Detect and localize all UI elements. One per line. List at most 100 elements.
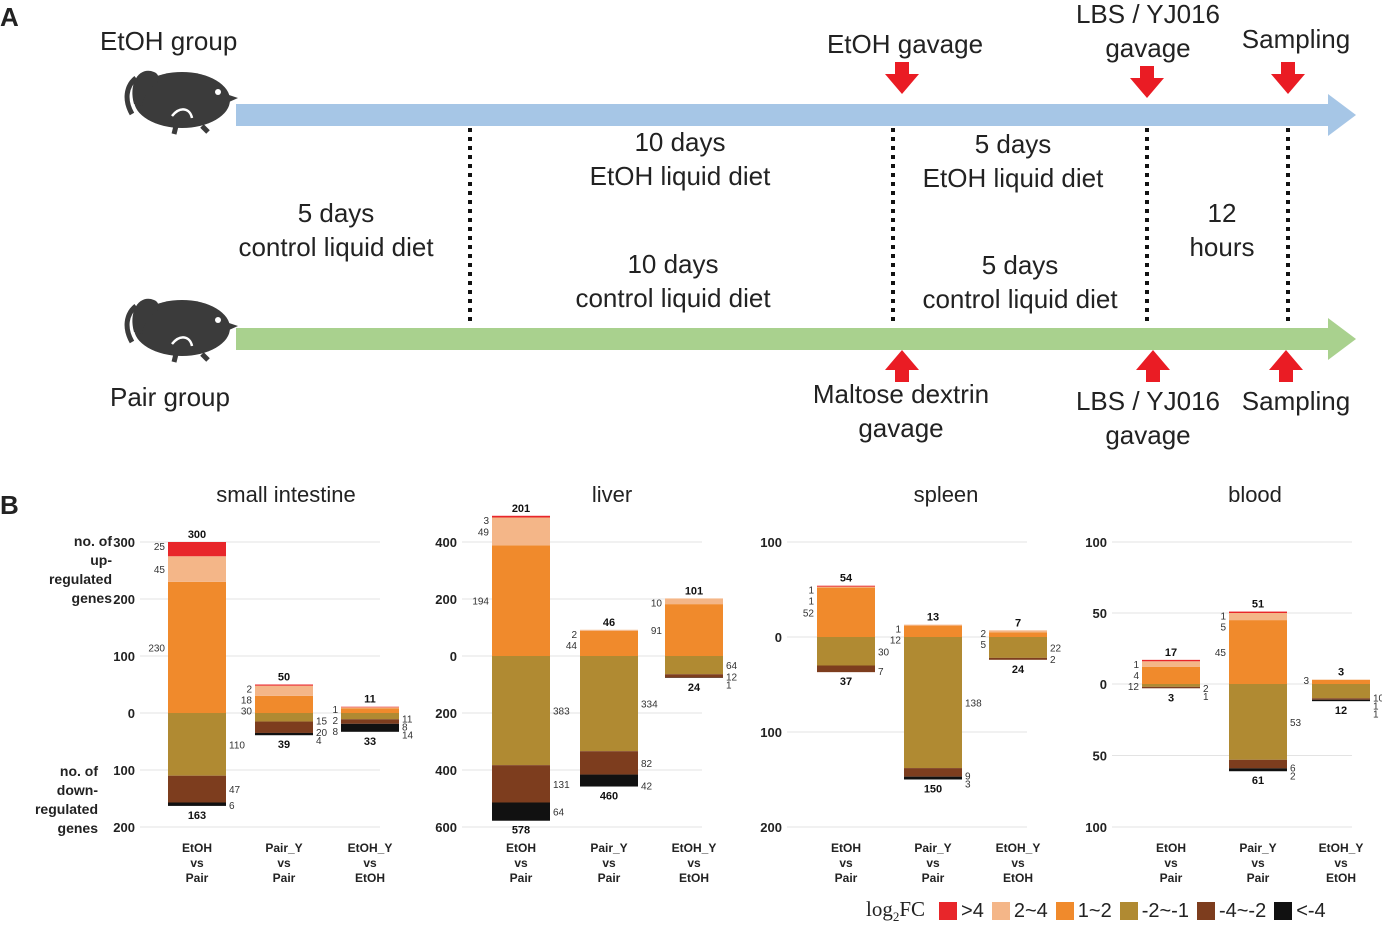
x-category-3-1-1: vs [1251,856,1265,870]
x-category-2-2-1: vs [1011,856,1025,870]
etoh-probiotic-arrow-icon [1130,66,1164,98]
bar-total-down-3-0: 3 [1168,692,1174,704]
bar-0-2-up-0 [341,706,399,708]
x-category-3-1-2: Pair [1247,871,1270,885]
gene-count-charts: small intestine 300 200 100 0 100 200 no. of up-… [35,482,1382,885]
bar-3-1-down-1 [1229,759,1287,769]
bar-2-1-up-1 [904,624,962,626]
bar-0-0-up-2 [168,581,226,713]
bar-1-0-down-0 [492,656,550,766]
bar-3-2-up-2 [1312,679,1370,684]
bar-2-0-up-1 [817,586,875,588]
bar-label-0-1-down-0: 15 [316,717,328,728]
bar-3-1-down-0 [1229,684,1287,760]
x-category-3-1-0: Pair_Y [1239,841,1276,855]
bar-label-0-1-up-1: 18 [241,696,253,707]
bar-label-2-2-up-2: 5 [980,640,986,651]
chart-title-0: small intestine [216,482,355,507]
bar-0-1-down-0 [255,713,313,722]
bar-3-0-up-1 [1142,661,1200,667]
bar-total-down-3-2: 12 [1335,705,1347,717]
legend-label-4: -4~-2 [1218,899,1267,922]
y-tick-1-d0: 200 [435,706,457,721]
bar-total-down-1-1: 460 [600,791,618,803]
y-tick-0-u1: 200 [113,592,135,607]
bar-label-0-2-down-1: 8 [402,722,408,733]
bar-label-0-0-up-1: 45 [154,565,166,576]
phase1-label: 5 days control liquid diet [238,198,434,262]
bar-label-3-1-down-1: 6 [1290,763,1296,774]
y-tick-0-d1: 200 [113,820,135,835]
pair-gavage-label: Maltose dextrin gavage [812,379,990,443]
bar-label-3-1-up-1: 5 [1220,623,1226,634]
bar-label-2-1-down-1: 9 [965,772,971,783]
bar-0-2-down-2 [341,723,399,732]
y-axis-up-title-0: no. of [74,533,112,549]
x-category-1-1-2: Pair [598,871,621,885]
bar-total-up-2-0: 54 [840,573,853,585]
y-tick-3-u2: 0 [1100,677,1107,692]
bar-total-up-1-2: 101 [685,585,703,597]
bar-label-1-2-down-2: 1 [726,681,732,692]
bar-2-2-down-1 [989,657,1047,660]
etoh-gavage-label: EtOH gavage [826,29,984,59]
bar-label-1-0-down-0: 383 [553,707,570,718]
x-category-0-2-2: EtOH [355,871,385,885]
bar-label-2-1-up-1: 1 [895,625,901,636]
etoh-timeline-arrow [236,94,1356,136]
bar-label-3-0-down-0: 2 [1203,684,1209,695]
legend-swatch-0 [939,902,958,920]
y-axis-down-title-0: no. of [60,763,98,779]
bar-3-1-up-1 [1229,613,1287,621]
y-tick-3-d0: 50 [1093,749,1107,764]
bar-total-up-3-0: 17 [1165,647,1177,659]
legend-label-2: 1~2 [1077,899,1112,922]
bar-1-2-up-2 [665,604,723,656]
y-tick-3-d1: 100 [1085,820,1107,835]
bar-3-2-down-0 [1312,684,1370,699]
x-category-1-0-2: Pair [510,871,533,885]
bar-0-0-down-0 [168,713,226,776]
panel-a-letter: A [0,2,19,32]
x-category-2-2-0: EtOH_Y [996,841,1041,855]
x-category-1-1-0: Pair_Y [590,841,627,855]
legend-label-5: <-4 [1296,899,1326,922]
bar-2-0-up-0 [817,585,875,587]
legend-title: log2FC [866,896,926,925]
bar-3-0-down-1 [1142,686,1200,689]
y-axis-up-title-2: regulated [49,571,112,587]
bar-label-3-1-down-0: 53 [1290,718,1302,729]
bar-label-2-2-down-0: 22 [1050,643,1062,654]
bar-1-1-up-1 [580,629,638,631]
bar-2-1-down-2 [904,776,962,780]
bar-label-2-1-down-0: 138 [965,699,982,710]
x-category-2-0-2: Pair [835,871,858,885]
y-tick-1-u0: 400 [435,535,457,550]
etoh-mouse-icon [127,71,238,134]
bar-1-0-up-0 [492,515,550,518]
bar-1-0-down-1 [492,765,550,803]
etoh-phase3-label: 5 days EtOH liquid diet [922,129,1104,193]
phase-dividers [468,128,1290,326]
legend-swatch-2 [1055,902,1074,920]
x-category-0-0-0: EtOH [182,841,212,855]
legend-label-1: 2~4 [1013,899,1048,922]
bar-label-1-0-down-2: 64 [553,808,565,819]
y-tick-0-u0: 300 [113,535,135,550]
bar-0-2-down-1 [341,719,399,724]
bar-3-1-up-2 [1229,620,1287,684]
chart-title-2: spleen [914,482,979,507]
y-tick-0-d0: 100 [113,763,135,778]
bar-label-0-0-up-2: 230 [148,643,165,654]
bar-label-1-0-up-1: 49 [478,527,490,538]
pair-probiotic-label: LBS / YJ016 gavage [1075,386,1221,450]
etoh-sampling-arrow-icon [1271,62,1305,94]
bar-total-down-2-0: 37 [840,676,852,688]
bar-total-down-0-0: 163 [188,810,206,822]
bar-total-up-1-1: 46 [603,617,615,629]
bar-label-1-0-down-1: 131 [553,780,570,791]
x-category-2-0-1: vs [839,856,853,870]
y-axis-up-title-1: up- [90,552,112,568]
y-axis-down-title-3: genes [58,820,99,836]
legend-swatch-3 [1119,902,1138,920]
